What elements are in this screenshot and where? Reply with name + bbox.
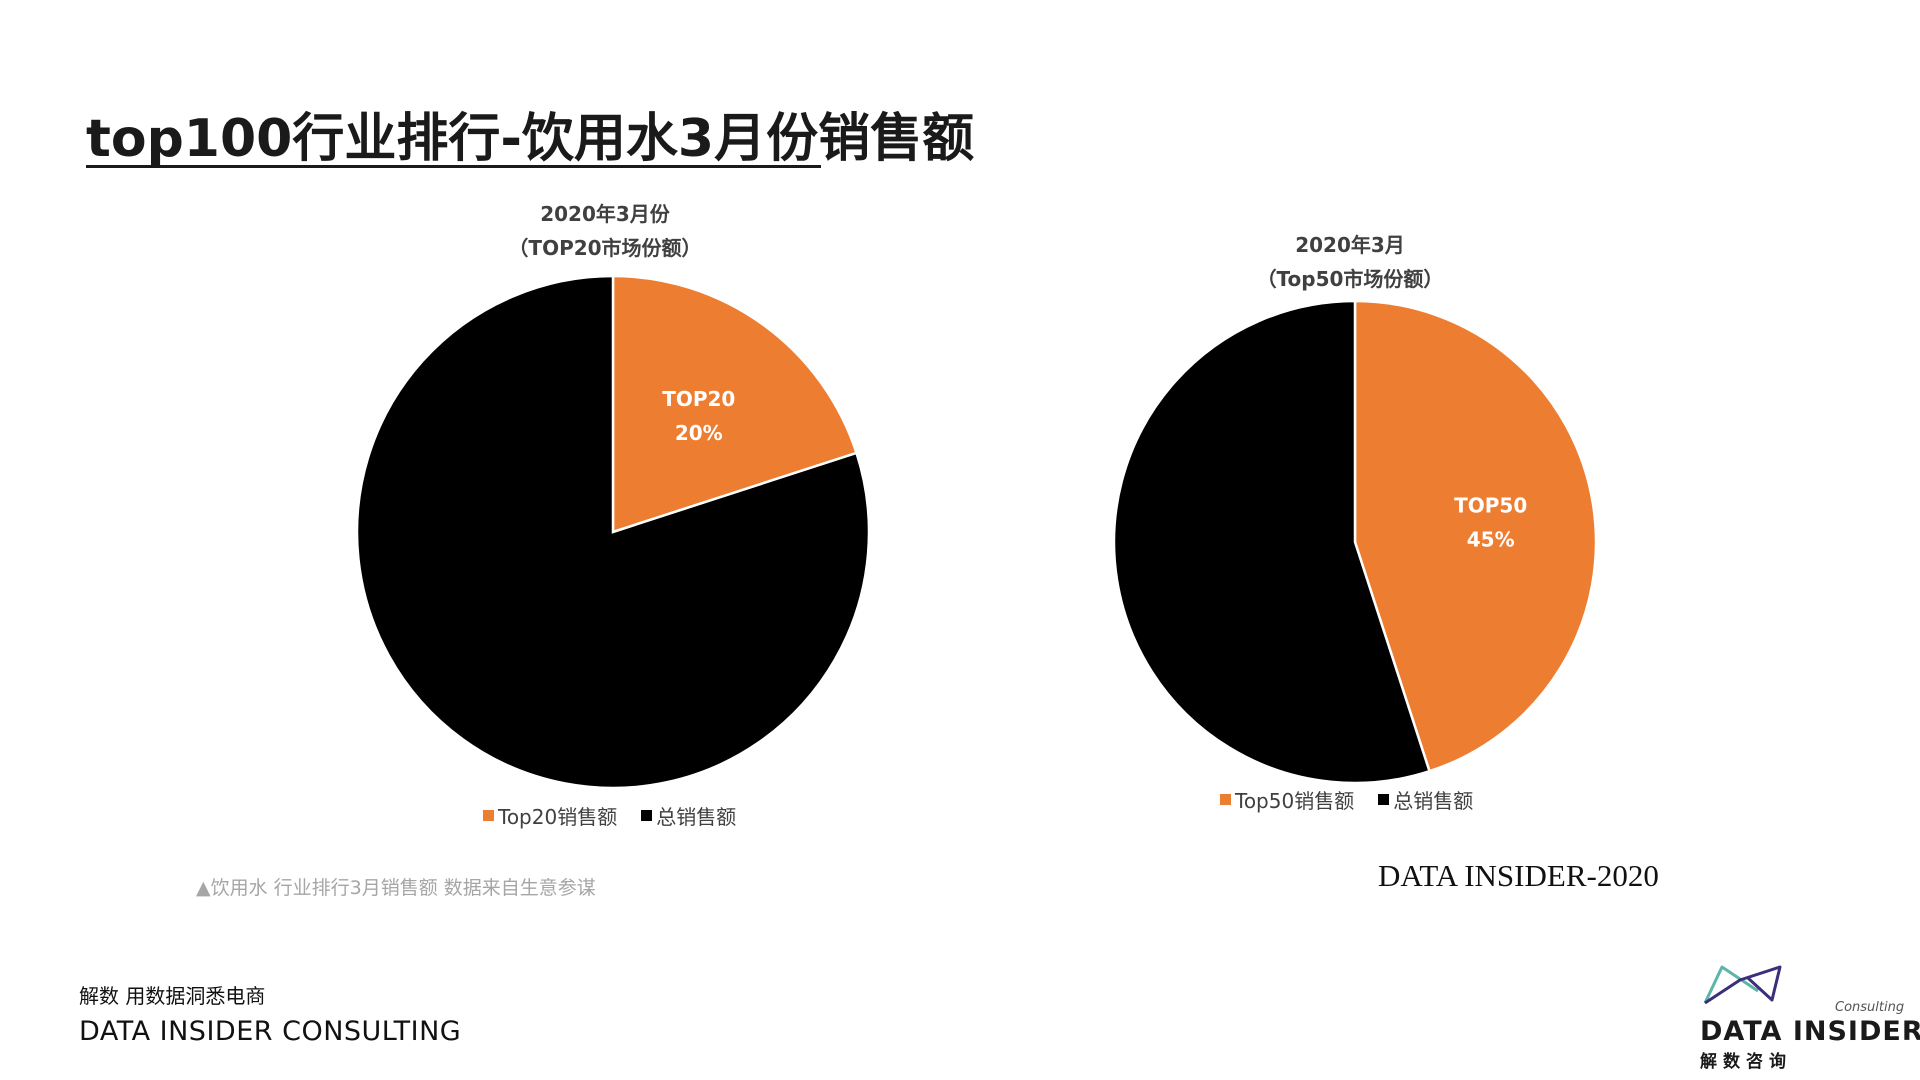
source-note: ▲饮用水 行业排行3月销售额 数据来自生意参谋 [196,877,596,899]
pie2-legend-item-top50: Top50销售额 [1220,785,1354,814]
pie2-slice-0-value-label: 45% [1467,528,1515,552]
watermark-text: DATA INSIDER-2020 [1378,858,1659,893]
footer-company: DATA INSIDER CONSULTING [79,1016,462,1047]
pie1-legend-label-top20: Top20销售额 [498,805,618,829]
pie1-slice-0 [611,274,859,534]
pie2-legend: Top50销售额 总销售额 [1220,785,1473,814]
pie2-title-line2: （Top50市场份额） [1256,267,1444,291]
pie2-legend-item-total: 总销售额 [1378,785,1473,814]
pie2-slice-0-name-label: TOP50 [1454,494,1527,518]
title-underline [86,165,821,168]
logo-consulting-text: Consulting [1835,1000,1905,1015]
pie1-chart: TOP20 20% [355,274,871,790]
pie1-legend: Top20销售额 总销售额 [483,801,736,830]
logo-name: DATA INSIDER [1700,1016,1920,1047]
pie2-chart: TOP50 45% [1112,299,1598,785]
logo-cn-name: 解数咨询 [1700,1052,1792,1072]
pie2-legend-label-total: 总销售额 [1393,789,1474,813]
footer-slogan: 解数 用数据洞悉电商 [79,984,266,1008]
pie1-legend-label-total: 总销售额 [656,805,737,829]
logo-mark-icon [1703,965,1782,1005]
pie1-legend-item-total: 总销售额 [641,801,736,830]
page-title: top100行业排行-饮用水3月份销售额 [86,109,975,169]
pie1-slice-1 [355,274,871,790]
pie1-title-line2: （TOP20市场份额） [508,236,702,260]
pie1-legend-swatch-top20 [483,810,494,821]
pie1-legend-swatch-total [641,810,653,821]
pie2-slice-0 [1353,299,1598,773]
pie1-slice-0-name-label: TOP20 [662,387,735,411]
pie1-title: 2020年3月份 （TOP20市场份额） [405,197,805,265]
pie1-slice-0-value-label: 20% [675,421,723,445]
pie2-title-line1: 2020年3月 [1295,233,1405,257]
pie2-slice-1 [1112,299,1432,785]
pie2-legend-label-top50: Top50销售额 [1235,789,1355,813]
pie1-title-line1: 2020年3月份 [540,202,670,226]
pie2-title: 2020年3月 （Top50市场份额） [1150,228,1550,296]
company-logo: Consulting DATA INSIDER 解数咨询 [1700,960,1920,1072]
pie1-legend-item-top20: Top20销售额 [483,801,617,830]
pie2-legend-swatch-top50 [1220,794,1231,805]
pie2-legend-swatch-total [1378,794,1390,805]
